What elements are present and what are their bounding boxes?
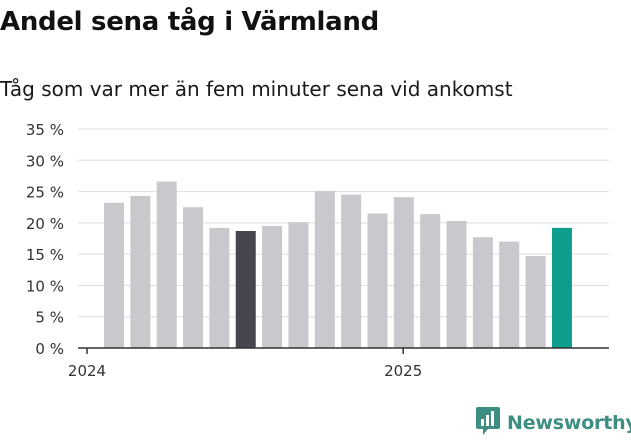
bar-2025-05: [525, 256, 546, 348]
y-tick-label: 20 %: [26, 215, 64, 233]
y-tick-label: 10 %: [26, 277, 64, 295]
bars: [104, 181, 572, 348]
y-tick-label: 0 %: [35, 340, 64, 358]
bar-2025-04: [499, 241, 520, 348]
bar-2024-07: [262, 225, 283, 348]
bar-2024-11: [367, 213, 388, 348]
y-tick-label: 35 %: [26, 121, 64, 139]
bar-2024-12: [393, 197, 414, 348]
bar-2024-03: [156, 181, 177, 348]
brand-name: Newsworthy: [507, 412, 631, 434]
x-tick-label: 2024: [68, 362, 106, 380]
x-ticks: 2024 2025: [68, 348, 422, 380]
bar-2025-02: [446, 220, 467, 348]
x-tick-label: 2025: [384, 362, 422, 380]
bar-2025-01: [420, 214, 441, 348]
bar-2025-03: [472, 237, 493, 348]
bar-2025-06: [551, 227, 572, 348]
newsworthy-brand[interactable]: Newsworthy: [475, 407, 631, 439]
bar-2024-04: [183, 207, 204, 348]
bar-2024-08: [288, 222, 309, 348]
y-tick-label: 5 %: [35, 309, 64, 327]
y-tick-label: 25 %: [26, 184, 64, 202]
chart-title: Andel sena tåg i Värmland: [0, 7, 379, 37]
bar-2024-06: [235, 230, 256, 348]
bar-chart: 0 % 5 % 10 % 15 % 20 % 25 % 30 % 35 % 2024 2025: [26, 121, 609, 380]
chart-subtitle: Tåg som var mer än fem minuter sena vid …: [0, 77, 513, 101]
y-tick-label: 30 %: [26, 152, 64, 170]
y-tick-label: 15 %: [26, 246, 64, 264]
bar-2024-02: [130, 195, 151, 348]
bar-2024-10: [341, 194, 362, 348]
bar-2024-01: [104, 202, 124, 348]
bar-2024-05: [209, 227, 230, 348]
y-tick-labels: 0 % 5 % 10 % 15 % 20 % 25 % 30 % 35 %: [26, 121, 64, 358]
bar-2024-09: [314, 190, 335, 348]
newsworthy-chart-logo-icon: [475, 406, 501, 440]
